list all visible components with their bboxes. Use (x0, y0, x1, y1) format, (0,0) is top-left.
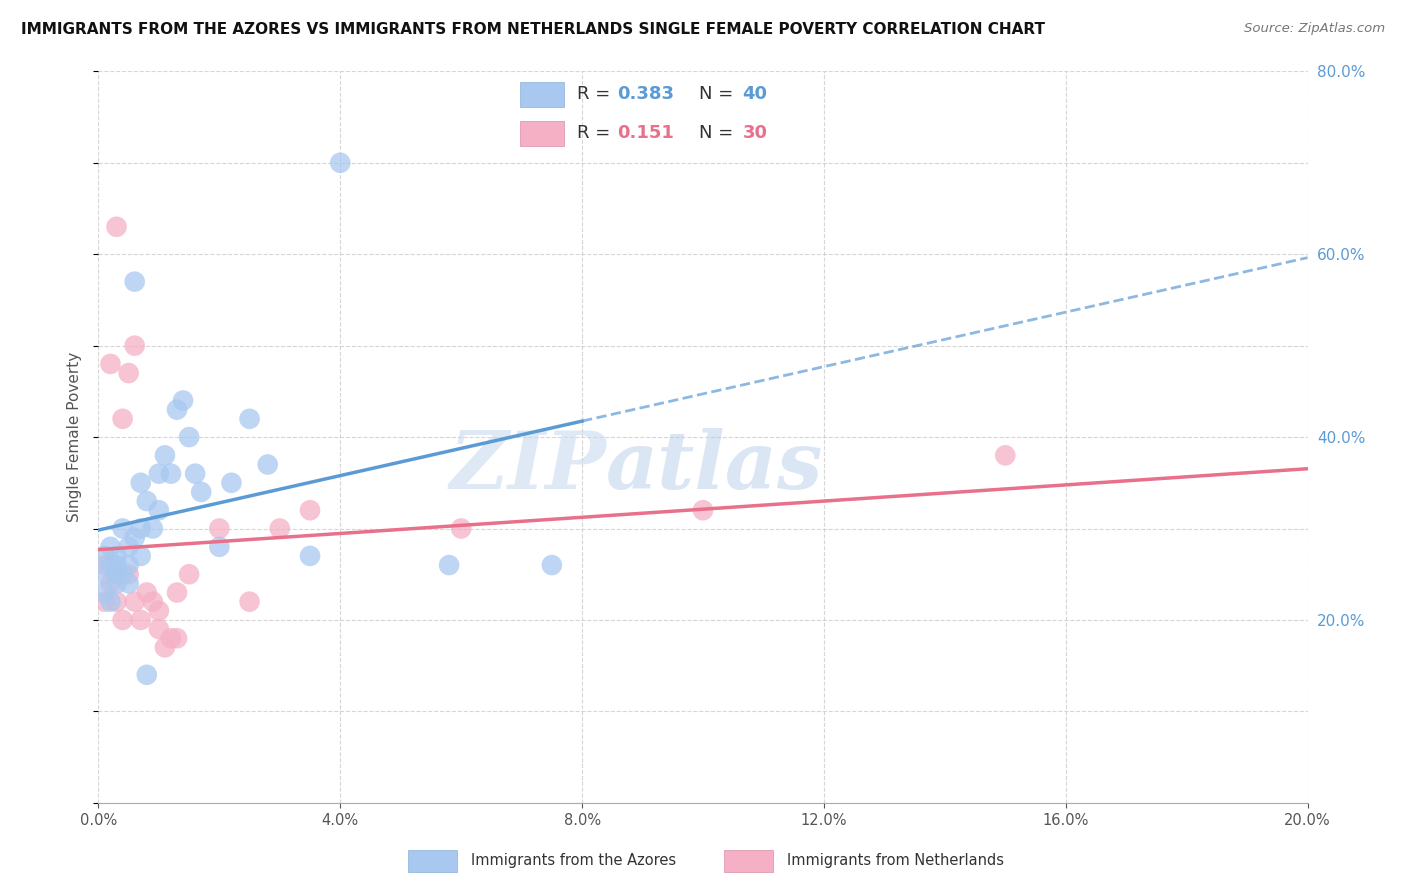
Point (118, 366, 141, 380)
Text: 0.151: 0.151 (617, 124, 675, 142)
Point (148, 604, 170, 618)
Text: IMMIGRANTS FROM THE AZORES VS IMMIGRANTS FROM NETHERLANDS SINGLE FEMALE POVERTY : IMMIGRANTS FROM THE AZORES VS IMMIGRANTS… (21, 22, 1045, 37)
Point (148, 467, 170, 481)
Point (124, 531, 146, 545)
Bar (520, 120, 564, 146)
Point (105, 576, 128, 591)
Point (148, 622, 170, 636)
Point (208, 521, 231, 535)
Text: 0.383: 0.383 (617, 86, 675, 103)
Point (135, 585, 157, 599)
Point (111, 521, 134, 535)
Point (105, 558, 128, 573)
Text: atlas: atlas (606, 427, 824, 505)
Text: R =: R = (576, 124, 621, 142)
Point (166, 585, 188, 599)
Point (105, 219, 128, 234)
Text: Immigrants from the Azores: Immigrants from the Azores (471, 854, 676, 868)
Point (190, 485, 212, 500)
Point (166, 402, 188, 417)
Point (148, 503, 170, 517)
Point (100, 576, 122, 591)
Point (129, 521, 152, 535)
Point (105, 549, 128, 563)
Point (135, 667, 157, 681)
Point (124, 338, 146, 352)
Point (93, 549, 115, 563)
Point (299, 549, 322, 563)
Text: Source: ZipAtlas.com: Source: ZipAtlas.com (1244, 22, 1385, 36)
Point (118, 540, 141, 554)
Point (329, 156, 352, 170)
Point (118, 576, 141, 591)
Point (93, 594, 115, 608)
Point (129, 549, 152, 563)
Point (93, 567, 115, 582)
Point (124, 594, 146, 608)
Point (124, 275, 146, 289)
Point (129, 613, 152, 627)
Point (239, 412, 262, 426)
Point (153, 449, 176, 463)
Point (100, 594, 122, 608)
Point (93, 585, 115, 599)
Point (184, 467, 207, 481)
Point (105, 567, 128, 582)
Text: R =: R = (576, 86, 616, 103)
Point (166, 632, 188, 646)
Bar (520, 81, 564, 107)
Point (105, 567, 128, 582)
Point (221, 475, 243, 490)
Text: 30: 30 (742, 124, 768, 142)
Point (160, 467, 183, 481)
Point (105, 594, 128, 608)
Point (135, 494, 157, 508)
Text: Immigrants from Netherlands: Immigrants from Netherlands (787, 854, 1004, 868)
Point (129, 475, 152, 490)
Text: 40: 40 (742, 86, 768, 103)
Point (179, 567, 201, 582)
Point (437, 558, 460, 573)
Point (160, 632, 183, 646)
Point (111, 412, 134, 426)
Point (118, 558, 141, 573)
Point (540, 558, 562, 573)
Point (692, 503, 714, 517)
Point (172, 393, 194, 408)
Point (100, 540, 122, 554)
Point (93, 558, 115, 573)
Text: N =: N = (699, 124, 738, 142)
Bar (724, 849, 773, 872)
Y-axis label: Single Female Poverty: Single Female Poverty (67, 352, 83, 522)
Text: N =: N = (699, 86, 738, 103)
Point (100, 357, 122, 371)
Point (142, 594, 165, 608)
Point (239, 594, 262, 608)
Point (256, 458, 278, 472)
Text: ZIP: ZIP (450, 427, 606, 505)
Point (269, 521, 291, 535)
Point (153, 640, 176, 655)
Point (450, 521, 472, 535)
Point (142, 521, 165, 535)
Point (994, 449, 1017, 463)
Point (111, 613, 134, 627)
Bar (408, 849, 457, 872)
Point (299, 503, 322, 517)
Point (111, 567, 134, 582)
Point (179, 430, 201, 444)
Point (208, 540, 231, 554)
Point (100, 558, 122, 573)
Point (118, 567, 141, 582)
